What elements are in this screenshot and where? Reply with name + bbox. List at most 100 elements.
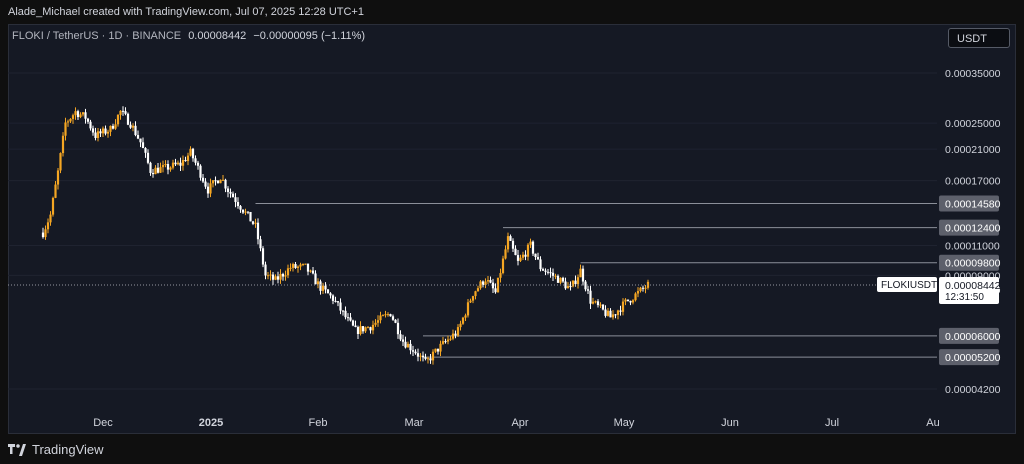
- candle: [609, 308, 612, 318]
- candle-body: [224, 179, 227, 189]
- candle: [394, 319, 397, 324]
- candle-body: [566, 286, 570, 289]
- candle-body: [41, 232, 45, 238]
- candle: [481, 280, 485, 288]
- candle-body: [494, 288, 497, 293]
- candle: [276, 271, 280, 284]
- candle-body: [99, 131, 102, 134]
- level-label: 0.00014580: [945, 199, 1001, 211]
- candle-body: [374, 322, 377, 325]
- candle: [404, 336, 407, 349]
- candle: [176, 160, 180, 166]
- candle-body: [501, 258, 505, 274]
- candle-body: [434, 348, 437, 352]
- candle: [144, 147, 147, 158]
- candle: [219, 179, 222, 184]
- candle: [636, 287, 640, 298]
- level-label: 0.00005200: [945, 352, 1001, 364]
- candle-body: [576, 277, 580, 285]
- candle-body: [414, 351, 417, 354]
- candle: [629, 300, 632, 306]
- candle-body: [166, 164, 170, 170]
- price-tick-label: 0.00017000: [945, 176, 1001, 188]
- candle-body: [484, 281, 487, 286]
- candle: [506, 232, 510, 253]
- candle-body: [644, 287, 647, 289]
- candle-body: [371, 324, 375, 331]
- candle-body: [546, 271, 550, 273]
- candle: [46, 218, 50, 234]
- candle: [106, 129, 110, 138]
- candle: [251, 220, 255, 226]
- candle-body: [639, 287, 642, 292]
- candle: [429, 353, 432, 364]
- candle: [381, 314, 385, 317]
- candle: [331, 294, 335, 305]
- price-tick-label: 0.00021000: [945, 144, 1001, 156]
- candle: [306, 263, 310, 276]
- candle: [366, 326, 370, 329]
- candle: [186, 152, 190, 166]
- candle-body: [449, 338, 452, 340]
- legend-price: 0.00008442: [188, 30, 247, 42]
- candle-body: [156, 167, 160, 173]
- symbol-badge: [877, 276, 937, 292]
- candle: [486, 276, 490, 285]
- candle: [224, 178, 227, 193]
- candle: [631, 299, 635, 305]
- candle: [61, 132, 65, 157]
- candle: [56, 168, 60, 190]
- candle-body: [624, 299, 627, 302]
- candle: [166, 160, 170, 175]
- candle-body: [181, 160, 185, 166]
- candle-body: [139, 138, 142, 143]
- candle-body: [341, 310, 345, 312]
- candle: [91, 125, 95, 136]
- candle: [476, 285, 480, 292]
- candle-body: [346, 317, 350, 319]
- candle-body: [631, 300, 635, 303]
- candle-body: [539, 259, 542, 270]
- candle-body: [569, 286, 572, 288]
- candle: [291, 262, 295, 272]
- candle-body: [536, 257, 540, 260]
- candle: [151, 168, 155, 178]
- candle: [426, 356, 430, 364]
- candle-body: [44, 229, 47, 238]
- candle-body: [581, 268, 585, 282]
- candle: [181, 155, 185, 171]
- candle: [396, 318, 400, 339]
- candle: [104, 125, 107, 136]
- candle: [241, 209, 245, 214]
- candle: [589, 285, 592, 310]
- candle-body: [446, 339, 450, 342]
- chart-panel[interactable]: [8, 24, 1016, 434]
- candle-body: [361, 326, 365, 332]
- candle: [319, 279, 322, 295]
- time-axis-label: 2025: [199, 417, 223, 429]
- candle-body: [171, 162, 175, 168]
- candle: [479, 280, 482, 290]
- candle-body: [526, 244, 530, 257]
- candle-body: [299, 264, 302, 267]
- candle: [579, 264, 582, 278]
- candle: [504, 245, 507, 260]
- candle: [51, 196, 55, 217]
- candle: [534, 253, 537, 261]
- candle-body: [69, 118, 72, 122]
- level-badge: [939, 349, 999, 366]
- candle-body: [271, 274, 275, 280]
- candle: [444, 338, 447, 344]
- candle: [641, 285, 645, 292]
- candle-body: [266, 275, 270, 277]
- tradingview-footer[interactable]: TradingView: [8, 442, 104, 457]
- currency-button[interactable]: USDT: [948, 28, 1010, 48]
- candle-body: [144, 148, 147, 153]
- candle: [379, 311, 382, 324]
- candle: [99, 128, 102, 137]
- candle-body: [281, 273, 285, 277]
- candle-body: [96, 131, 100, 138]
- candle: [441, 336, 445, 345]
- time-axis-label: Mar: [405, 417, 424, 429]
